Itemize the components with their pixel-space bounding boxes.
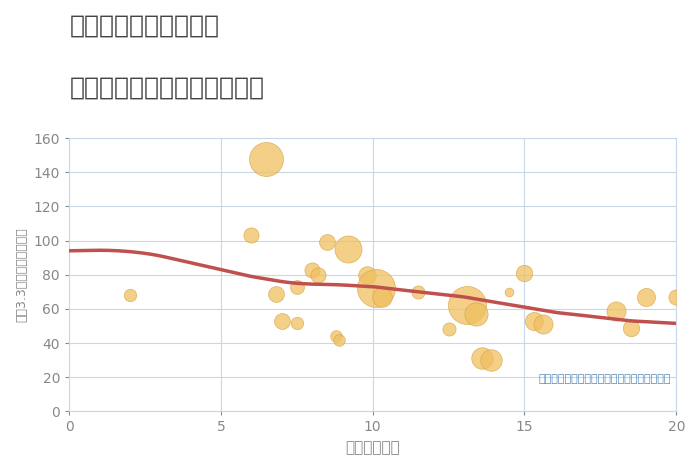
Text: 奈良県奈良市五条畑の: 奈良県奈良市五条畑の — [70, 14, 220, 38]
Text: 円の大きさは、取引のあった物件面積を示す: 円の大きさは、取引のあった物件面積を示す — [538, 374, 671, 384]
Point — [376, 293, 387, 301]
Point — [276, 317, 287, 325]
Point — [477, 355, 488, 362]
Point — [330, 332, 342, 340]
Point — [291, 319, 302, 326]
Point — [640, 293, 652, 301]
Point — [307, 266, 318, 274]
Point — [343, 245, 354, 253]
Y-axis label: 坪（3.3㎡）単価（万円）: 坪（3.3㎡）単価（万円） — [15, 227, 28, 322]
Point — [334, 336, 345, 344]
Point — [443, 326, 454, 333]
Point — [246, 232, 257, 239]
Point — [461, 302, 472, 309]
X-axis label: 駅距離（分）: 駅距離（分） — [345, 440, 400, 455]
Point — [504, 288, 515, 296]
Point — [625, 324, 636, 331]
Point — [270, 290, 281, 297]
Point — [124, 291, 135, 299]
Point — [291, 283, 302, 290]
Point — [671, 293, 682, 301]
Point — [610, 307, 621, 314]
Point — [412, 288, 423, 296]
Point — [370, 285, 382, 292]
Point — [486, 356, 497, 364]
Point — [528, 317, 539, 325]
Point — [261, 155, 272, 162]
Point — [312, 271, 323, 278]
Point — [321, 238, 332, 246]
Point — [519, 269, 530, 277]
Text: 駅距離別中古マンション価格: 駅距離別中古マンション価格 — [70, 75, 265, 99]
Point — [361, 271, 372, 278]
Point — [470, 310, 482, 318]
Point — [537, 321, 548, 328]
